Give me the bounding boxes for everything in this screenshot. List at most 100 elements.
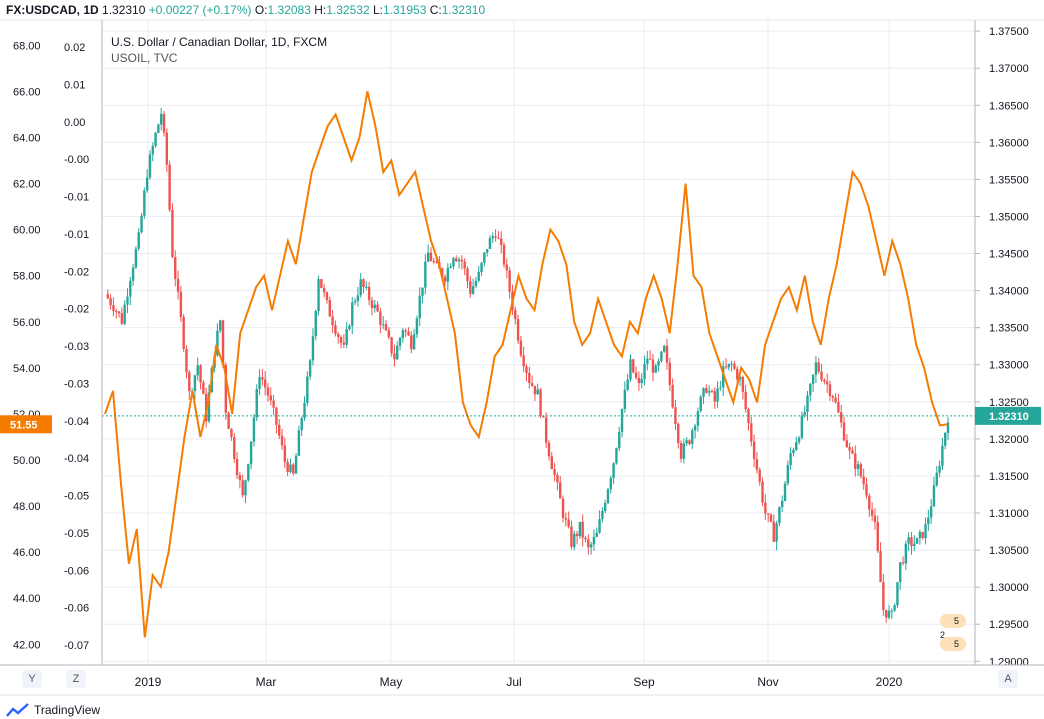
x-tick-label: Jul — [506, 675, 521, 689]
candle-body — [275, 407, 278, 425]
candle-body — [286, 461, 289, 473]
candle-body — [199, 365, 202, 383]
candle-body — [620, 409, 624, 432]
z-axis-button[interactable]: Z — [66, 670, 86, 688]
candle-body — [688, 440, 691, 444]
candle-body — [227, 412, 230, 429]
candle-body — [879, 550, 882, 583]
candle-body — [896, 582, 899, 606]
candle-body — [573, 533, 576, 548]
candle-body — [806, 395, 809, 413]
candle-body — [856, 464, 860, 469]
candle-body — [671, 384, 674, 408]
candle-body — [483, 252, 486, 263]
candle-body — [393, 353, 396, 360]
us-event-flag[interactable]: 5 2 — [940, 614, 966, 640]
candle-body — [174, 257, 177, 279]
candle-body — [165, 132, 169, 165]
oil-price-tag — [0, 415, 52, 434]
candle-body — [660, 351, 663, 361]
mid-tick-label: -0.06 — [64, 603, 89, 615]
candle-body — [339, 337, 343, 343]
candle-body — [292, 464, 295, 474]
candle-body — [463, 261, 466, 269]
candle-body — [303, 402, 306, 419]
candle-body — [359, 279, 362, 296]
tradingview-brand[interactable]: TradingView — [6, 703, 100, 717]
candle-body — [603, 502, 607, 511]
candle-body — [334, 325, 337, 334]
candle-body — [941, 445, 944, 466]
candle-body — [446, 267, 450, 282]
candle-body — [873, 515, 877, 523]
ca-flag-count: 5 — [954, 639, 960, 649]
candle-body — [730, 363, 733, 365]
candle-body — [559, 482, 562, 499]
candle-body — [615, 448, 618, 464]
candle-body — [755, 459, 759, 470]
candle-body — [702, 388, 705, 397]
left-tick-label: 56.00 — [13, 317, 41, 329]
candle-body — [581, 521, 584, 538]
candle-body — [820, 371, 823, 380]
candle-body — [719, 387, 722, 389]
candle-body — [266, 387, 270, 396]
candle-body — [429, 252, 433, 262]
candle-body — [519, 340, 523, 356]
candle-body — [109, 298, 112, 306]
candle-body — [269, 395, 272, 401]
candle-body — [120, 313, 124, 324]
candle-body — [263, 379, 267, 388]
candle-body — [921, 531, 924, 539]
candle-body — [789, 453, 792, 465]
right-tick-label: 1.34000 — [989, 286, 1029, 298]
candle-body — [151, 145, 154, 155]
candle-body — [618, 431, 621, 449]
right-tick-label: 1.37000 — [989, 63, 1029, 75]
candle-body — [112, 305, 115, 312]
candle-body — [901, 562, 905, 564]
left-tick-label: 62.00 — [13, 179, 41, 191]
y-axis-button[interactable]: Y — [22, 670, 42, 688]
usoil-line — [104, 91, 949, 638]
candle-body — [654, 365, 657, 373]
oil-price-label: 51.55 — [10, 419, 38, 431]
candle-body — [202, 382, 205, 395]
ca-event-flag[interactable]: 5 — [940, 637, 966, 651]
candle-body — [623, 389, 627, 410]
candle-body — [502, 244, 506, 265]
candle-body — [842, 422, 846, 441]
x-tick-label: Mar — [256, 675, 277, 689]
candle-body — [123, 304, 126, 324]
mid-tick-label: -0.00 — [64, 154, 89, 166]
right-tick-label: 1.30500 — [989, 545, 1029, 557]
candle-body — [884, 609, 888, 618]
candle-body — [722, 366, 725, 388]
current-price-label: 1.32310 — [989, 411, 1029, 423]
candle-body — [778, 507, 781, 524]
candle-body — [606, 489, 610, 503]
candle-body — [741, 376, 745, 392]
candle-body — [300, 418, 303, 431]
right-tick-label: 1.32000 — [989, 434, 1029, 446]
candle-body — [289, 464, 292, 473]
symbol-label[interactable]: FX:USDCAD, 1D — [6, 3, 99, 17]
candle-body — [648, 358, 652, 360]
candle-body — [457, 259, 461, 262]
candle-body — [401, 330, 405, 339]
candle-body — [514, 309, 517, 320]
right-tick-label: 1.35500 — [989, 174, 1029, 186]
candle-body — [634, 372, 638, 378]
candle-body — [131, 267, 135, 281]
mid-tick-label: -0.04 — [64, 453, 89, 465]
candle-body — [396, 345, 399, 360]
candle-body — [249, 441, 253, 465]
candle-body — [792, 449, 795, 454]
candle-body — [516, 319, 520, 341]
axes: 1.37500 1.37000 1.36500 1.36000 1.35500 1.350… — [0, 19, 1044, 696]
auto-scale-button[interactable]: A — [998, 670, 1018, 688]
candle-body — [106, 294, 110, 299]
candle-body — [876, 522, 879, 551]
candle-body — [426, 252, 430, 262]
